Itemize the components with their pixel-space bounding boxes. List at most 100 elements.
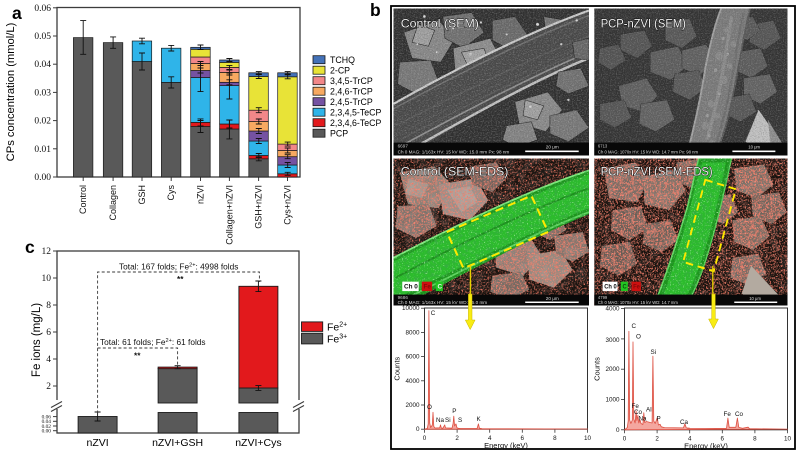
svg-text:Ch 0 MAG: 1/163x HV: 15 kV: Ch 0 MAG: 1/163x HV: 15 kV WD: 15.0 mm [398, 300, 488, 305]
svg-text:8: 8 [753, 436, 757, 443]
svg-text:Cys+nZVI: Cys+nZVI [283, 185, 293, 225]
svg-text:GSH+nZVI: GSH+nZVI [254, 185, 264, 229]
svg-text:GSH: GSH [137, 185, 147, 205]
svg-text:Fe2+: Fe2+ [327, 322, 347, 334]
svg-text:4: 4 [46, 355, 51, 365]
svg-text:Si: Si [445, 417, 451, 424]
svg-text:2-CP: 2-CP [330, 65, 350, 75]
svg-text:4799: 4799 [598, 295, 608, 300]
svg-text:0.06: 0.06 [42, 414, 52, 420]
svg-text:TCHQ: TCHQ [330, 55, 355, 65]
svg-text:Collagen+nZVI: Collagen+nZVI [224, 185, 234, 245]
svg-text:10 μm: 10 μm [749, 296, 761, 301]
svg-text:Co: Co [735, 411, 744, 418]
svg-text:PCP: PCP [330, 128, 348, 138]
svg-text:Fe: Fe [633, 284, 640, 290]
svg-text:C: C [632, 323, 637, 330]
svg-text:nZVI: nZVI [196, 185, 206, 204]
svg-text:P: P [452, 408, 456, 415]
svg-text:0.04: 0.04 [42, 419, 52, 425]
svg-text:Energy (keV): Energy (keV) [684, 442, 728, 451]
svg-text:0.05: 0.05 [34, 32, 51, 42]
svg-text:Counts: Counts [393, 357, 402, 381]
svg-text:Fe ions (mg/L): Fe ions (mg/L) [31, 303, 43, 377]
svg-text:O: O [427, 404, 432, 411]
svg-text:Ca: Ca [680, 419, 689, 426]
svg-text:0.00: 0.00 [34, 173, 51, 183]
svg-text:c: c [25, 237, 35, 257]
svg-text:Fe3+: Fe3+ [327, 334, 347, 346]
svg-text:6: 6 [521, 435, 525, 442]
svg-text:0: 0 [416, 426, 420, 433]
svg-text:Fe: Fe [632, 403, 640, 410]
svg-text:10 μm: 10 μm [748, 144, 760, 149]
svg-text:0.02: 0.02 [34, 117, 51, 127]
svg-text:6000: 6000 [405, 354, 420, 361]
svg-text:a: a [12, 3, 22, 23]
svg-text:2: 2 [46, 382, 51, 392]
svg-text:4000: 4000 [605, 306, 620, 313]
svg-text:12: 12 [42, 247, 52, 257]
svg-text:Fe: Fe [724, 411, 732, 418]
svg-text:Si: Si [651, 349, 657, 356]
svg-text:2: 2 [455, 435, 459, 442]
svg-text:Ch 0 MAG: 1/163x HV: 15 kV: Ch 0 MAG: 1/163x HV: 15 kV WD: 15.0 mm P… [398, 150, 510, 155]
svg-text:S: S [458, 417, 462, 424]
svg-text:3000: 3000 [605, 337, 620, 344]
svg-text:0: 0 [623, 436, 627, 443]
svg-text:2,4,5-TrCP: 2,4,5-TrCP [330, 97, 373, 107]
svg-text:2,3,4,5-TeCP: 2,3,4,5-TeCP [330, 107, 381, 117]
svg-text:0.03: 0.03 [34, 88, 51, 98]
svg-text:Ch 0 MAG: 1070x HV: 15 kV: Ch 0 MAG: 1070x HV: 15 kV WD: 14.7 mm [598, 300, 678, 305]
svg-text:8: 8 [553, 435, 557, 442]
svg-text:Ch 0: Ch 0 [604, 284, 617, 290]
svg-text:0.06: 0.06 [34, 4, 51, 14]
svg-text:Total: 61 folds; Fe2+: 61 fold: Total: 61 folds; Fe2+: 61 folds [100, 337, 206, 347]
svg-text:Cys: Cys [166, 185, 176, 201]
svg-text:C: C [438, 284, 443, 291]
svg-text:3,4,5-TrCP: 3,4,5-TrCP [330, 76, 373, 86]
svg-text:2: 2 [655, 436, 659, 443]
svg-text:10: 10 [584, 435, 592, 442]
svg-text:6713: 6713 [598, 143, 608, 148]
svg-text:0: 0 [616, 427, 620, 434]
svg-text:6: 6 [721, 436, 725, 443]
svg-text:Al: Al [646, 407, 652, 414]
svg-text:nZVI: nZVI [87, 437, 109, 449]
svg-text:P: P [657, 416, 661, 423]
svg-text:2,4,6-TrCP: 2,4,6-TrCP [330, 86, 373, 96]
svg-text:2,3,4,6-TeCP: 2,3,4,6-TeCP [330, 118, 381, 128]
svg-text:Total: 167 folds; Fe2+: 4998 f: Total: 167 folds; Fe2+: 4998 folds [119, 262, 238, 272]
svg-text:Ch 0 MAG: 1070x HV: 15 kV: Ch 0 MAG: 1070x HV: 15 kV WD: 14.7 mm Px… [598, 149, 698, 154]
svg-text:1000: 1000 [605, 397, 620, 404]
svg-text:**: ** [134, 351, 141, 361]
svg-text:0.04: 0.04 [34, 60, 51, 70]
svg-text:**: ** [177, 274, 184, 284]
svg-text:C: C [431, 310, 436, 317]
svg-text:Control (SEM): Control (SEM) [401, 17, 479, 31]
svg-text:0.02: 0.02 [42, 424, 52, 430]
svg-text:Ch 0: Ch 0 [404, 284, 418, 291]
svg-text:2000: 2000 [605, 366, 620, 373]
svg-text:Na: Na [639, 416, 648, 423]
svg-text:Co: Co [634, 409, 643, 416]
svg-text:Energy (keV): Energy (keV) [484, 441, 528, 450]
svg-text:10000: 10000 [402, 305, 420, 312]
svg-text:nZVI+GSH: nZVI+GSH [152, 437, 203, 449]
svg-text:Counts: Counts [593, 357, 602, 381]
svg-text:K: K [477, 416, 482, 423]
svg-text:PCP-nZVI (SEM): PCP-nZVI (SEM) [601, 18, 686, 30]
svg-text:20 μm: 20 μm [546, 145, 559, 150]
svg-text:10: 10 [42, 274, 52, 284]
svg-text:nZVI+Cys: nZVI+Cys [235, 437, 281, 449]
svg-text:4000: 4000 [405, 378, 420, 385]
svg-text:8000: 8000 [405, 329, 420, 336]
svg-text:20 μm: 20 μm [546, 296, 559, 301]
svg-text:0.00: 0.00 [42, 429, 52, 435]
svg-text:10: 10 [784, 436, 792, 443]
svg-text:6: 6 [46, 328, 51, 338]
svg-text:Control: Control [78, 185, 88, 214]
svg-text:0.01: 0.01 [34, 145, 51, 155]
svg-text:Control (SEM-EDS): Control (SEM-EDS) [401, 165, 509, 179]
svg-text:PCP-nZVI (SEM-EDS): PCP-nZVI (SEM-EDS) [601, 166, 713, 178]
